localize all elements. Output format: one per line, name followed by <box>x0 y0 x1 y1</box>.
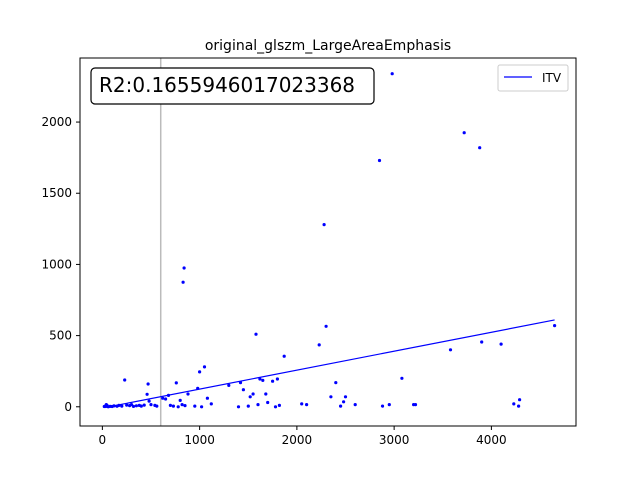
data-point <box>182 266 186 270</box>
legend-box <box>497 64 569 92</box>
r2-annotation: R2:0.1655946017023368 <box>90 67 375 105</box>
x-tick-label: 0 <box>99 433 107 447</box>
data-point <box>155 404 159 408</box>
x-tick-label: 2000 <box>282 433 313 447</box>
data-point <box>146 382 150 386</box>
data-point <box>339 404 343 408</box>
data-point <box>517 404 521 408</box>
data-point <box>317 343 321 347</box>
data-point <box>261 378 265 382</box>
data-point <box>181 280 185 284</box>
data-point <box>125 403 129 407</box>
data-point <box>200 405 204 409</box>
plot-area <box>102 58 557 426</box>
data-point <box>134 404 138 408</box>
r2-annotation-box <box>90 67 375 105</box>
data-point <box>343 395 348 399</box>
data-point <box>342 400 346 404</box>
data-point <box>248 395 252 399</box>
data-point <box>380 404 385 408</box>
data-point <box>264 392 268 396</box>
data-point <box>198 370 202 374</box>
data-point <box>322 223 326 227</box>
data-point <box>448 348 453 352</box>
data-point <box>353 403 357 407</box>
data-point <box>178 398 182 402</box>
x-tick-label: 4000 <box>476 433 507 447</box>
plot-frame <box>79 57 577 427</box>
fit-line-itv <box>105 319 555 409</box>
data-point <box>246 404 250 408</box>
data-point <box>139 404 143 408</box>
data-point <box>266 400 270 405</box>
data-point <box>300 402 304 406</box>
x-tick-label: 3000 <box>379 433 410 447</box>
axes: 0 1000 2000 3000 4000 0 500 1000 1500 2000 <box>41 115 506 447</box>
data-point <box>183 404 187 408</box>
y-tick-label: 2000 <box>41 115 72 129</box>
data-point <box>480 340 484 344</box>
data-point <box>241 388 245 392</box>
data-point <box>205 396 209 400</box>
y-tick-label: 1000 <box>41 257 72 271</box>
data-point <box>149 403 153 407</box>
data-point <box>277 403 281 407</box>
data-point <box>273 405 278 409</box>
data-point <box>258 377 262 381</box>
data-point <box>256 403 260 407</box>
data-point <box>390 72 394 76</box>
data-point <box>518 398 522 402</box>
data-point <box>193 404 197 408</box>
data-point <box>171 404 175 408</box>
data-point <box>145 392 149 396</box>
data-point <box>329 395 333 399</box>
data-point <box>123 378 127 382</box>
data-point <box>462 131 466 135</box>
data-point <box>164 397 168 401</box>
data-point <box>174 381 178 385</box>
data-point <box>120 404 124 408</box>
data-point <box>377 158 382 163</box>
data-point <box>147 399 151 403</box>
x-tick-label: 1000 <box>184 433 215 447</box>
data-point <box>334 381 338 385</box>
y-tick-label: 500 <box>49 329 72 343</box>
data-point <box>413 403 418 407</box>
data-point <box>209 402 213 406</box>
data-point <box>499 342 503 346</box>
data-point <box>180 403 184 407</box>
y-tick-label: 0 <box>64 400 72 414</box>
data-point <box>512 402 516 406</box>
data-point <box>161 396 165 400</box>
data-point <box>176 405 180 409</box>
chart-title: original_glszm_LargeAreaEmphasis <box>205 38 451 54</box>
data-point <box>387 403 391 407</box>
legend-label-itv: ITV <box>542 71 562 85</box>
data-point <box>275 377 279 381</box>
r2-annotation-text: R2:0.1655946017023368 <box>99 73 355 97</box>
legend: ITV <box>497 64 569 92</box>
data-point <box>553 324 557 328</box>
data-point <box>305 403 309 407</box>
data-point <box>142 403 146 407</box>
data-point <box>186 392 190 396</box>
data-point <box>478 146 482 150</box>
data-point <box>251 392 255 396</box>
data-point <box>131 404 136 408</box>
data-point <box>400 376 404 380</box>
data-point <box>202 365 207 369</box>
data-point <box>271 379 275 383</box>
data-point <box>254 332 258 336</box>
data-point <box>227 383 231 387</box>
data-point <box>282 354 286 358</box>
data-point <box>168 403 172 407</box>
y-tick-label: 1500 <box>41 186 72 200</box>
data-point <box>324 324 328 328</box>
data-point <box>236 405 241 409</box>
